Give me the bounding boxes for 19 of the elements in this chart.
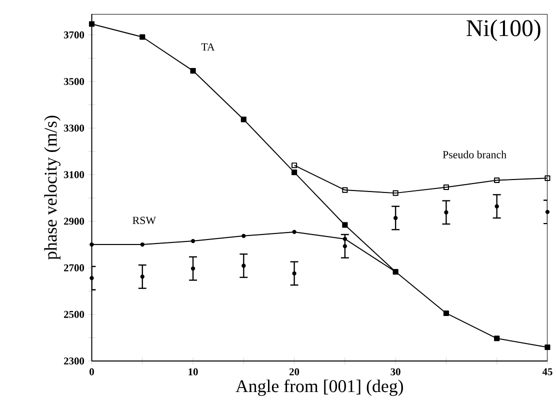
x-tick-label: 45 xyxy=(542,368,552,376)
y-tick-label: 3100 xyxy=(64,171,84,178)
y-tick-label: 3700 xyxy=(64,31,84,39)
annotation: RSW xyxy=(132,216,156,224)
x-tick-label: 10 xyxy=(188,368,198,376)
annotation: Ni(100) xyxy=(466,20,540,42)
y-tick-label: 2500 xyxy=(64,310,84,318)
y-tick-label: 2900 xyxy=(64,218,84,225)
annotation: Pseudo branch xyxy=(442,150,506,158)
x-tick-label: 20 xyxy=(290,368,300,376)
y-axis-title: phase velocity (m/s) xyxy=(44,116,60,260)
x-tick-label: 30 xyxy=(390,368,400,376)
y-tick-label: 2300 xyxy=(64,358,84,365)
annotation: TA xyxy=(201,43,215,51)
x-axis-title: Angle from [001] (deg) xyxy=(236,380,403,396)
x-tick-label: 0 xyxy=(90,368,94,376)
y-tick-label: 3300 xyxy=(64,124,84,132)
y-tick-label: 2700 xyxy=(64,264,84,272)
y-tick-label: 3500 xyxy=(64,78,84,86)
